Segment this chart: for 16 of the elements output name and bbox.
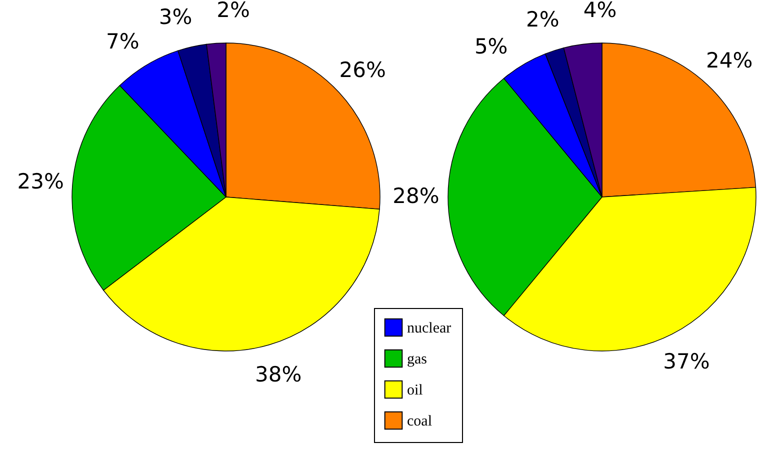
data-label: 7% [106,29,140,54]
data-label: 24% [706,48,753,72]
data-label: 5% [474,34,508,59]
data-label: 26% [339,58,386,82]
legend-label: coal [407,414,432,430]
data-label: 23% [17,169,64,194]
data-label: 38% [255,362,302,386]
data-label: 37% [663,350,710,374]
data-label: 2% [526,8,560,32]
legend-label: nuclear [407,320,452,336]
legend-label: gas [407,352,428,368]
data-label: 28% [392,184,440,208]
data-label: 2% [216,0,250,22]
legend-label: oil [407,382,423,398]
data-label: 3% [158,4,192,29]
data-label: 4% [583,0,617,22]
